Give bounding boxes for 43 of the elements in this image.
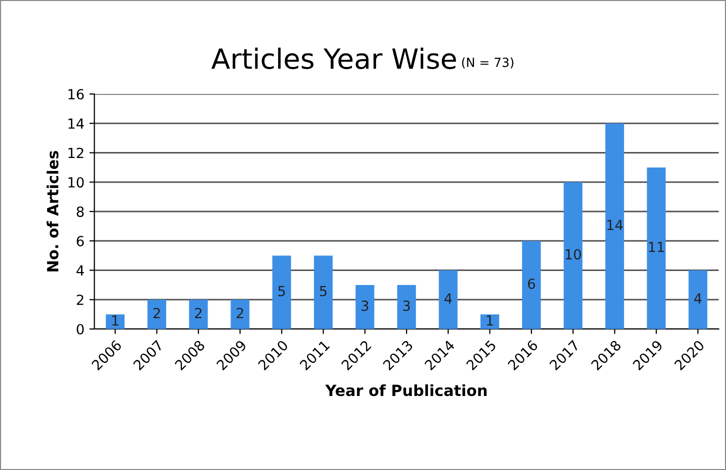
- data-label: 2: [153, 308, 160, 318]
- bar: [356, 284, 374, 329]
- data-label: 1: [112, 315, 118, 326]
- data-label: 2: [236, 308, 244, 318]
- y-axis-title: No. of Articles: [46, 150, 58, 272]
- data-label: 2: [195, 308, 202, 318]
- data-label: 3: [362, 300, 368, 311]
- y-tick-label: 2: [76, 294, 84, 305]
- data-label: 1: [486, 315, 493, 326]
- y-tick-label: 4: [76, 265, 84, 276]
- bar: [646, 167, 666, 329]
- y-tick-label: 14: [68, 118, 84, 129]
- data-label: 10: [566, 249, 581, 260]
- bar: [397, 284, 416, 329]
- bar: [605, 123, 624, 329]
- data-label: 4: [694, 293, 702, 304]
- bar: [147, 300, 166, 329]
- chart-title: Articles Year Wise: [211, 48, 456, 70]
- y-tick-label: 16: [68, 88, 84, 100]
- data-label: 4: [444, 293, 452, 304]
- data-label: 5: [320, 286, 327, 296]
- bar: [438, 270, 458, 329]
- chart-subtitle: (N = 73): [462, 57, 514, 69]
- y-tick-label: 8: [76, 206, 84, 217]
- bar: [189, 300, 208, 329]
- y-tick-label: 12: [68, 148, 84, 158]
- bar: [564, 182, 582, 329]
- bar: [480, 314, 500, 329]
- y-tick-label: 10: [68, 177, 84, 188]
- data-label: 14: [607, 220, 623, 230]
- data-label: 11: [648, 242, 664, 252]
- data-label: 3: [403, 300, 410, 311]
- bar: [272, 256, 292, 329]
- y-tick-label: 6: [76, 236, 84, 246]
- bar: [314, 256, 333, 329]
- data-label: 5: [278, 286, 285, 296]
- data-label: 6: [528, 278, 535, 289]
- x-axis-title: Year of Publication: [325, 384, 487, 396]
- bar: [688, 270, 708, 329]
- bar: [230, 300, 250, 329]
- y-tick-label: 0: [76, 324, 84, 334]
- bar: [106, 314, 125, 329]
- bar: [522, 240, 541, 329]
